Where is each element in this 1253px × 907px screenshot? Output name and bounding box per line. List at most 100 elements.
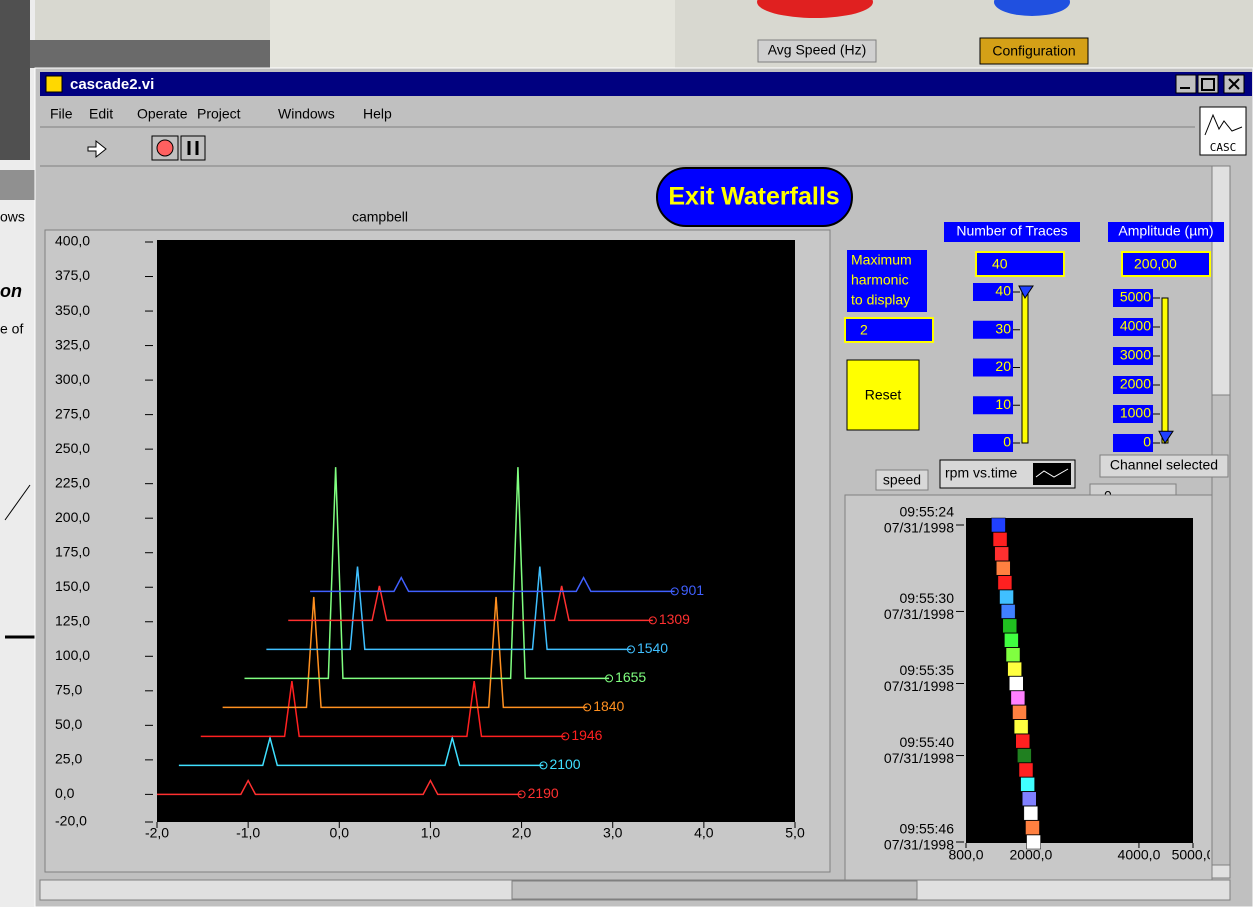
harmonic-label: harmonic [851, 272, 909, 288]
y-tick-label: 100,0 [55, 647, 90, 663]
harmonic-value: 2 [860, 322, 868, 338]
y-tick-label: 125,0 [55, 612, 90, 628]
title-bar [40, 72, 1252, 96]
menu-item[interactable]: Windows [278, 106, 335, 122]
amplitude-value: 200,00 [1134, 256, 1177, 272]
slider-label: 4000 [1120, 318, 1151, 334]
rpm-icon [1033, 463, 1071, 485]
speed-marker [1006, 648, 1020, 662]
y-tick-label: 09:55:24 [900, 504, 955, 520]
slider-label: 40 [995, 283, 1011, 299]
speed-marker [1019, 763, 1033, 777]
trace-label: 1840 [593, 698, 624, 714]
slider-label: 5000 [1120, 289, 1151, 305]
y-tick-label: 325,0 [55, 336, 90, 352]
y-tick-label: 400,0 [55, 233, 90, 249]
y-tick-label: 07/31/1998 [884, 520, 954, 536]
speed-marker [998, 576, 1012, 590]
slider-label: 0 [1003, 434, 1011, 450]
x-tick-label: 4000,0 [1118, 847, 1161, 863]
traces-label: Number of Traces [956, 223, 1067, 239]
trace-label: 1309 [659, 611, 690, 627]
harmonic-input[interactable] [845, 318, 933, 342]
y-tick-label: 0,0 [55, 785, 75, 801]
traces-input[interactable] [976, 252, 1064, 276]
minimize-button[interactable] [1176, 75, 1196, 93]
harmonic-label: Maximum [851, 252, 912, 268]
y-tick-label: 175,0 [55, 543, 90, 559]
speed-marker [1016, 734, 1030, 748]
slider-track [1022, 292, 1028, 443]
channel-label: Channel selected [1110, 457, 1218, 473]
y-tick-label: 09:55:46 [900, 821, 955, 837]
reset-button-label: Reset [865, 387, 902, 403]
y-tick-label: 75,0 [55, 682, 82, 698]
exit-button-label: Exit Waterfalls [668, 183, 839, 211]
menu-item[interactable]: Edit [89, 106, 113, 122]
x-tick-label: 5000,0 [1172, 847, 1215, 863]
pause-button[interactable] [181, 136, 205, 160]
trace-label: 1540 [637, 640, 668, 656]
plot-area [157, 240, 795, 822]
y-tick-label: 50,0 [55, 716, 82, 732]
speed-marker [1013, 705, 1027, 719]
speed-marker [1014, 720, 1028, 734]
amplitude-label: Amplitude (µm) [1118, 223, 1213, 239]
y-tick-label: 200,0 [55, 509, 90, 525]
trace-label: 2190 [528, 785, 559, 801]
scroll-thumb[interactable] [512, 881, 917, 899]
trace-label: 2100 [549, 756, 580, 772]
y-tick-label: 09:55:30 [900, 590, 955, 606]
speed-marker [1009, 677, 1023, 691]
speed-marker [1000, 590, 1014, 604]
y-tick-label: 350,0 [55, 302, 90, 318]
background-photo [0, 0, 30, 160]
menu-item[interactable]: Project [197, 106, 241, 122]
speed-marker [996, 561, 1010, 575]
rpm-button-label: rpm vs.time [945, 465, 1018, 481]
y-tick-label: 25,0 [55, 751, 82, 767]
chart-title: campbell [352, 209, 408, 225]
screen: Avg Speed (Hz) Configuration ows on e of… [0, 0, 1253, 907]
menu-item[interactable]: Operate [137, 106, 188, 122]
menu-item[interactable]: File [50, 106, 73, 122]
window-title: cascade2.vi [70, 76, 154, 93]
harmonic-label: to display [851, 292, 910, 308]
slider-label: 20 [995, 358, 1011, 374]
background-label: ows [0, 209, 25, 225]
slider-label: 0 [1143, 434, 1151, 450]
speed-marker [1022, 792, 1036, 806]
speed-marker [1025, 821, 1039, 835]
y-tick-label: 09:55:40 [900, 734, 955, 750]
background-bar [0, 170, 35, 200]
speed-marker [1004, 633, 1018, 647]
window-icon [46, 76, 62, 92]
y-tick-label: 07/31/1998 [884, 837, 954, 853]
y-tick-label: 225,0 [55, 474, 90, 490]
background-label: e of [0, 321, 23, 337]
speed-marker [993, 532, 1007, 546]
background-label: Avg Speed (Hz) [768, 42, 867, 58]
slider-label: 30 [995, 320, 1011, 336]
menu-item[interactable]: Help [363, 106, 392, 122]
y-tick-label: 07/31/1998 [884, 606, 954, 622]
speed-marker [1011, 691, 1025, 705]
y-tick-label: 07/31/1998 [884, 678, 954, 694]
y-tick-label: -20,0 [55, 813, 87, 829]
slider-label: 10 [995, 396, 1011, 412]
speed-marker [1008, 662, 1022, 676]
trace-label: 901 [681, 582, 705, 598]
speed-marker [1017, 749, 1031, 763]
speed-label: speed [883, 472, 921, 488]
speed-marker [1027, 835, 1041, 849]
x-tick-label: 800,0 [948, 847, 983, 863]
slider-label: 2000 [1120, 376, 1151, 392]
background-label: on [0, 281, 22, 301]
y-tick-label: 09:55:35 [900, 662, 955, 678]
abort-icon [157, 140, 173, 156]
y-tick-label: 275,0 [55, 405, 90, 421]
vi-icon-label: CASC [1210, 141, 1237, 154]
speed-marker [991, 518, 1005, 532]
speed-marker [1003, 619, 1017, 633]
speed-marker [1024, 806, 1038, 820]
